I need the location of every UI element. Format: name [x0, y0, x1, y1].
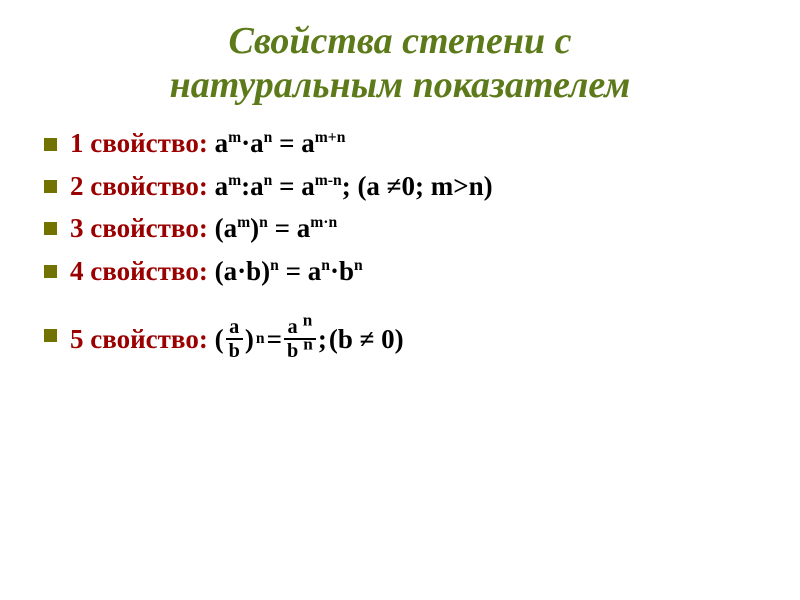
p5-close: ) [245, 321, 254, 357]
title-line2: натуральным показателем [170, 64, 631, 106]
p4-dot2: · [330, 256, 339, 286]
prop3-label: 3 свойство: [70, 213, 215, 243]
prop1-label: 1 свойство: [70, 128, 215, 158]
p5-num: a [226, 317, 243, 340]
property-3: 3 свойство: (am)n = am·n [40, 210, 760, 246]
p5-b2: b [287, 340, 298, 362]
p5-bn2: n [303, 335, 313, 354]
p5-den2: b n [284, 340, 316, 361]
p3-a2: a [297, 213, 311, 243]
property-5: 5 свойство: ( a b ) n = a n b n ; [40, 317, 760, 362]
p2-a1: a [215, 171, 229, 201]
p1-mpn: m+n [315, 129, 346, 146]
p5-cond: (b ≠ 0) [329, 321, 404, 357]
prop2-formula: am:an = am-n; (a ≠0; m>n) [215, 171, 493, 201]
prop2-label: 2 свойство: [70, 171, 215, 201]
p1-dot: · [241, 128, 250, 158]
p2-cond: ; (a ≠0; m>n) [342, 171, 493, 201]
p4-b: b [246, 256, 261, 286]
p2-a2: a [250, 171, 264, 201]
prop4-label: 4 свойство: [70, 256, 215, 286]
p3-eq: = [268, 213, 297, 243]
p3-m: m [237, 214, 250, 231]
p5-an2: n [303, 310, 313, 329]
title-line1: Свойства степени с [229, 20, 572, 62]
p3-mn: m·n [310, 214, 337, 231]
property-2: 2 свойство: am:an = am-n; (a ≠0; m>n) [40, 168, 760, 204]
p4-open: ( [215, 256, 224, 286]
p5-eq: = [267, 321, 282, 357]
p2-eq: = [272, 171, 301, 201]
slide: Свойства степени с натуральным показател… [0, 0, 800, 600]
p4-an: n [321, 257, 330, 274]
p4-b2: b [339, 256, 354, 286]
p5-a2: a [288, 316, 298, 338]
p5-frac2: a n b n [284, 317, 316, 362]
p2-a3: a [301, 171, 315, 201]
p5-open: ( [215, 321, 224, 357]
p4-a: a [224, 256, 238, 286]
property-1: 1 свойство: am·an = am+n [40, 125, 760, 161]
p4-close: ) [261, 256, 270, 286]
p3-open: ( [215, 213, 224, 243]
prop4-formula: (a·b)n = an·bn [215, 256, 363, 286]
gap-row [40, 295, 760, 317]
p1-a2: a [250, 128, 264, 158]
p4-n: n [270, 257, 279, 274]
p1-eq: = [272, 128, 301, 158]
p1-m: m [228, 129, 241, 146]
p2-mmn: m-n [315, 172, 342, 189]
p3-n: n [259, 214, 268, 231]
p4-eq: = [279, 256, 308, 286]
prop5-label: 5 свойство: [70, 324, 215, 354]
p1-a3: a [301, 128, 315, 158]
p4-a2: a [308, 256, 322, 286]
p3-close: ) [250, 213, 259, 243]
p1-a1: a [215, 128, 229, 158]
p2-colon: : [241, 171, 250, 201]
p5-semi: ; [318, 321, 327, 357]
p3-a: a [224, 213, 238, 243]
p2-m: m [228, 172, 241, 189]
slide-title: Свойства степени с натуральным показател… [40, 20, 760, 107]
p4-bn: n [354, 257, 363, 274]
properties-list: 1 свойство: am·an = am+n 2 свойство: am:… [40, 125, 760, 361]
prop3-formula: (am)n = am·n [215, 213, 338, 243]
p4-dot: · [237, 256, 246, 286]
prop5-formula: ( a b ) n = a n b n ; (b ≠ 0) [215, 317, 404, 362]
p5-den: b [226, 340, 243, 361]
p5-frac1: a b [226, 317, 243, 362]
property-4: 4 свойство: (a·b)n = an·bn [40, 253, 760, 289]
prop1-formula: am·an = am+n [215, 128, 346, 158]
